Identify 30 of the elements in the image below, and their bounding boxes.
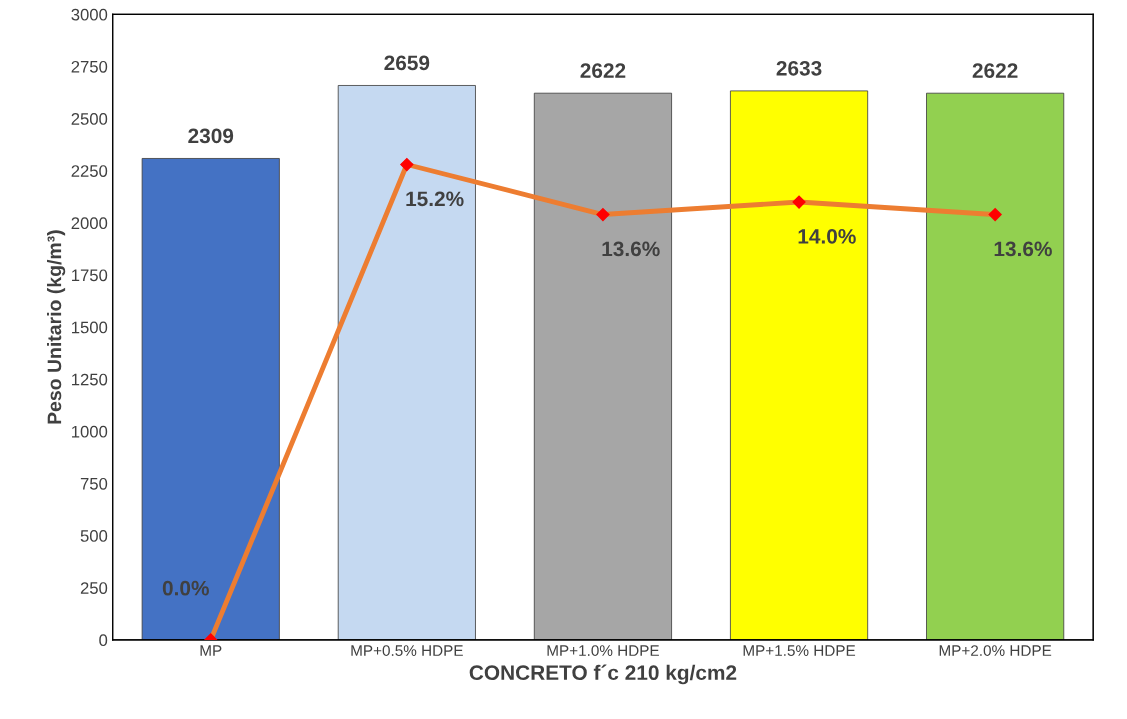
y-tick-label: 2750 xyxy=(71,60,108,73)
data-label: 0.0% xyxy=(162,580,209,596)
y-tick-label: 500 xyxy=(80,530,108,542)
y-tick-label: 250 xyxy=(80,582,108,594)
y-tick-label: 1500 xyxy=(72,321,108,334)
x-axis-title: CONCRETO f´c 210 kg/cm2 xyxy=(469,664,737,685)
y-tick-label: 2000 xyxy=(71,217,108,230)
data-label: 14.0% xyxy=(798,228,856,244)
data-label: 13.6% xyxy=(994,241,1052,257)
y-tick-label: 1250 xyxy=(72,373,108,386)
data-label: 2622 xyxy=(580,63,626,78)
x-tick-label: MP xyxy=(200,645,222,656)
data-label: 2633 xyxy=(776,60,822,76)
x-tick-label: MP+1.5% HDPE xyxy=(743,645,856,656)
y-tick-label: 1750 xyxy=(72,269,108,282)
x-tick-label: MP+2.0% HDPE xyxy=(939,645,1052,656)
y-tick-label: 2500 xyxy=(71,113,108,125)
y-tick-label: 1000 xyxy=(72,425,108,438)
x-tick-label: MP+1.0% HDPE xyxy=(547,645,659,656)
y-tick-label: 750 xyxy=(80,477,108,490)
data-label: 2622 xyxy=(972,63,1018,78)
y-tick-label: 2250 xyxy=(71,165,108,177)
y-axis-title: Peso Unitario (kg/m³) xyxy=(47,230,66,424)
data-label: 2309 xyxy=(188,128,234,144)
y-tick-label: 0 xyxy=(99,634,108,647)
data-label: 2659 xyxy=(384,55,430,71)
y-tick-label: 3000 xyxy=(71,8,108,21)
data-label: 15.2% xyxy=(406,191,464,207)
data-label: 13.6% xyxy=(602,241,660,257)
x-tick-label: MP+0.5% HDPE xyxy=(351,645,463,656)
